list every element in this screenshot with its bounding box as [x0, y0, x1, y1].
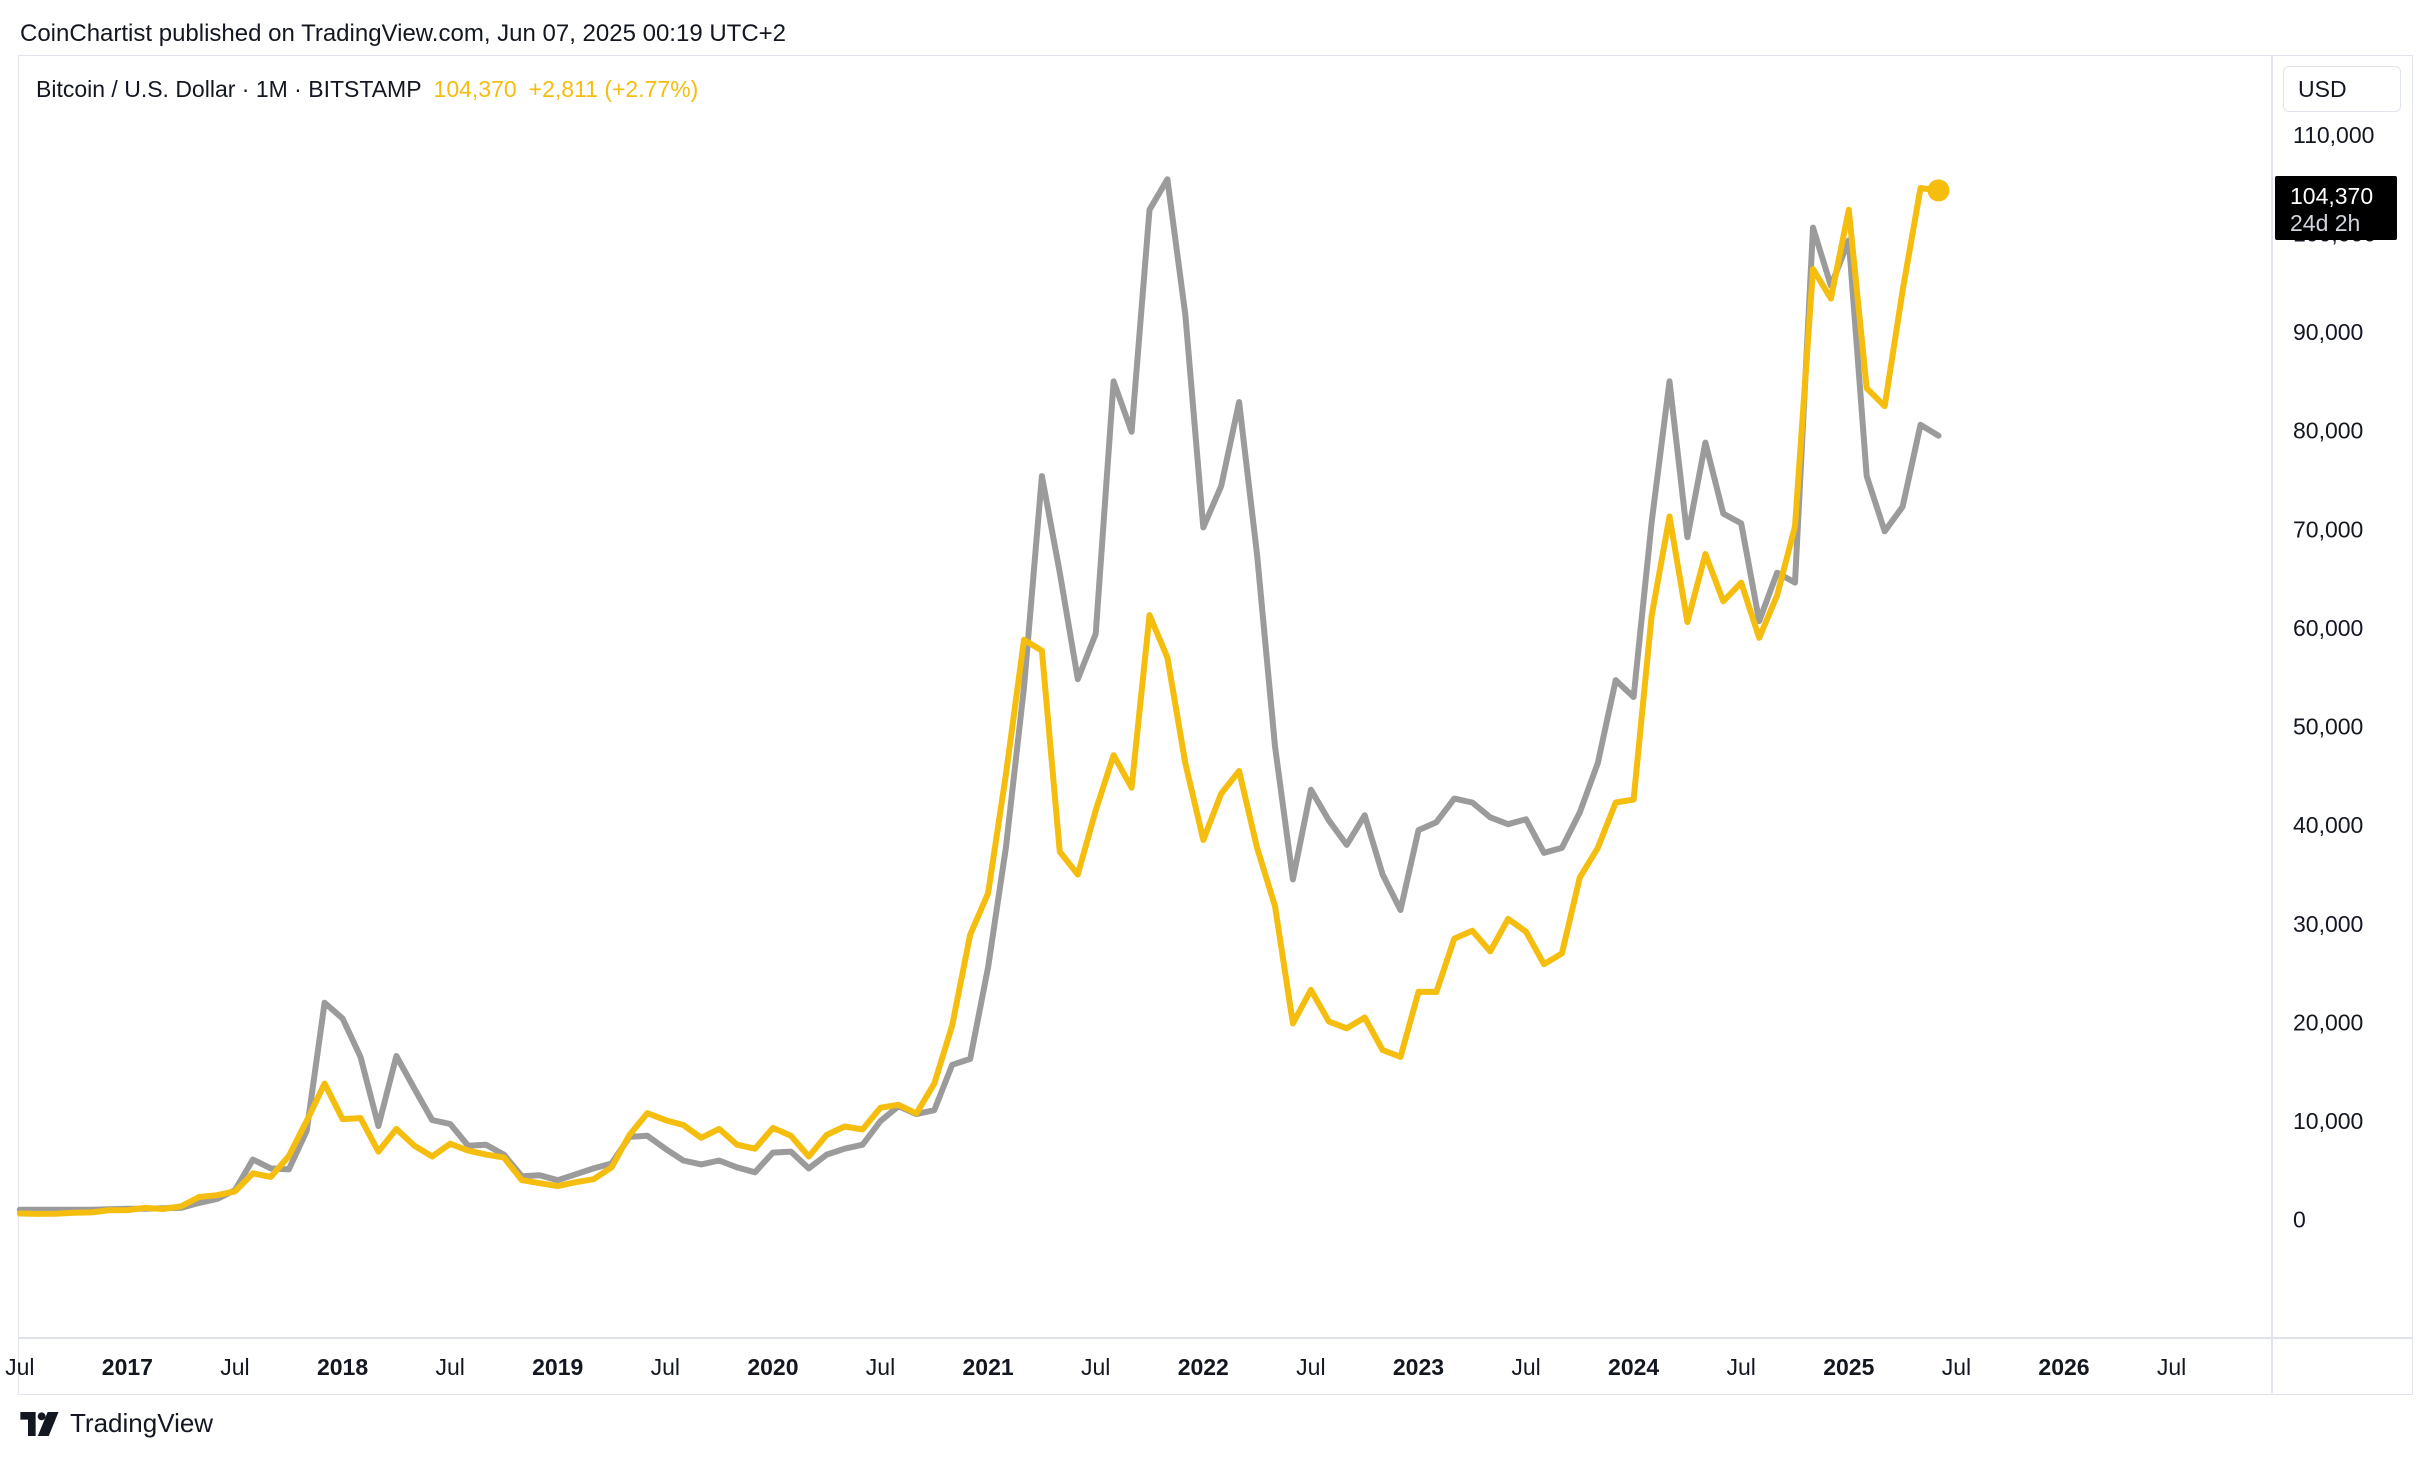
time-tick-label: 2019	[532, 1354, 583, 1380]
time-tick-label: 2024	[1608, 1354, 1659, 1380]
last-price-tag: 104,370 24d 2h	[2275, 176, 2397, 240]
price-tick-label: 60,000	[2293, 615, 2363, 641]
time-tick-label: 2026	[2038, 1354, 2089, 1380]
price-axis[interactable]: 0 10,000 20,000 30,000 40,000 50,000 60,000 70,…	[2293, 122, 2376, 1233]
chart-frame	[18, 55, 2413, 1395]
tradingview-logo-icon	[20, 1411, 59, 1436]
brand-name: TradingView	[70, 1408, 214, 1438]
series-line	[16, 176, 1942, 1213]
price-tick-label: 70,000	[2293, 516, 2363, 542]
price-tag-countdown: 24d 2h	[2290, 210, 2360, 236]
time-tick-label: Jul	[5, 1354, 34, 1380]
time-tick-label: Jul	[1511, 1354, 1540, 1380]
time-tick-label: Jul	[435, 1354, 464, 1380]
symbol-title: Bitcoin / U.S. Dollar · 1M · BITSTAMP	[36, 76, 422, 102]
time-tick-label: 2021	[963, 1354, 1014, 1380]
time-tick-label: Jul	[651, 1354, 680, 1380]
symbol-legend[interactable]: Bitcoin / U.S. Dollar · 1M · BITSTAMP 104…	[36, 76, 698, 103]
series-line	[16, 185, 1942, 1217]
price-tag-background	[2275, 176, 2397, 240]
time-axis[interactable]: Jul 2017 Jul 2018 Jul 2019 Jul 2020 Jul 2021 Jul 20…	[5, 1354, 2186, 1380]
time-tick-label: 2018	[317, 1354, 368, 1380]
time-tick-label: Jul	[866, 1354, 895, 1380]
price-tag-value: 104,370	[2290, 183, 2373, 209]
time-tick-label: 2025	[1823, 1354, 1874, 1380]
legend-change: +2,811 (+2.77%)	[528, 76, 699, 102]
series-layer	[16, 176, 1942, 1217]
price-tick-label: 90,000	[2293, 319, 2363, 345]
price-tick-label: 30,000	[2293, 911, 2363, 937]
time-tick-label: Jul	[2157, 1354, 2186, 1380]
time-tick-label: Jul	[220, 1354, 249, 1380]
price-tick-label: 50,000	[2293, 714, 2363, 740]
price-tick-label: 110,000	[2293, 122, 2374, 148]
time-tick-label: Jul	[1296, 1354, 1325, 1380]
time-tick-label: 2023	[1393, 1354, 1444, 1380]
price-tick-label: 10,000	[2293, 1108, 2363, 1134]
time-tick-label: Jul	[1081, 1354, 1110, 1380]
last-price-marker	[1927, 179, 1950, 202]
price-tick-label: 0	[2293, 1207, 2306, 1233]
published-info: CoinChartist published on TradingView.co…	[20, 20, 787, 47]
time-tick-label: 2020	[747, 1354, 798, 1380]
time-tick-label: 2022	[1178, 1354, 1229, 1380]
tradingview-brand[interactable]: TradingView	[20, 1408, 213, 1439]
price-tick-label: 20,000	[2293, 1009, 2363, 1035]
legend-price: 104,370	[433, 76, 517, 102]
time-tick-label: 2017	[102, 1354, 153, 1380]
time-tick-label: Jul	[1942, 1354, 1971, 1380]
price-tick-label: 40,000	[2293, 812, 2363, 838]
currency-button[interactable]: USD	[2283, 66, 2401, 112]
price-tick-label: 80,000	[2293, 418, 2363, 444]
time-tick-label: Jul	[1727, 1354, 1756, 1380]
marker-layer	[1927, 179, 1950, 202]
